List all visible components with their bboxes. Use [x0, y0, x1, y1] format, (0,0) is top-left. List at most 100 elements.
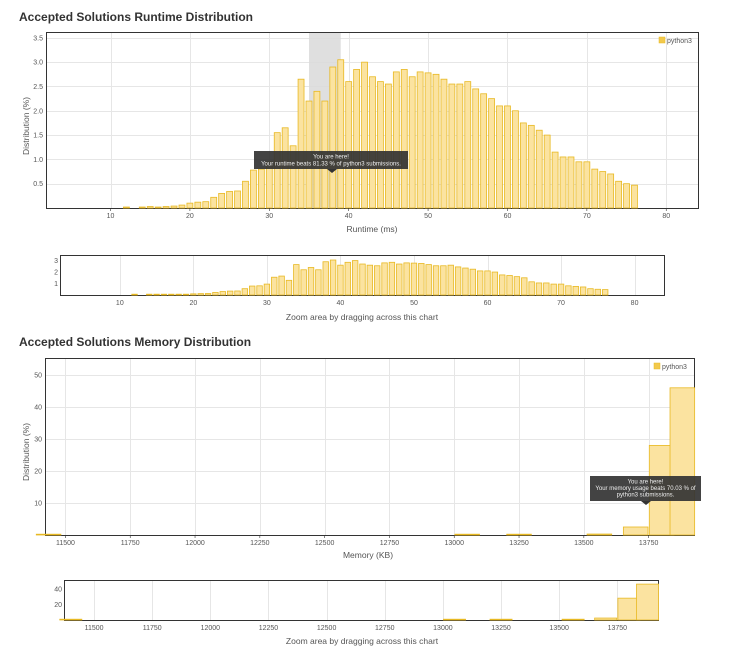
bar[interactable] — [432, 73, 440, 209]
bar[interactable] — [543, 282, 550, 296]
bar[interactable] — [297, 78, 305, 209]
bar[interactable] — [410, 262, 418, 296]
bar[interactable] — [146, 206, 154, 209]
bar[interactable] — [123, 206, 130, 209]
bar[interactable] — [35, 533, 62, 536]
bar[interactable] — [572, 285, 579, 296]
bar[interactable] — [219, 291, 226, 296]
bar[interactable] — [528, 281, 535, 296]
bar[interactable] — [234, 290, 241, 296]
bar[interactable] — [353, 69, 360, 209]
bar[interactable] — [535, 129, 543, 209]
bar[interactable] — [250, 169, 257, 209]
bar[interactable] — [615, 180, 622, 209]
bar[interactable] — [186, 202, 194, 209]
bar[interactable] — [385, 83, 392, 209]
bar[interactable] — [226, 191, 233, 209]
bar[interactable] — [594, 617, 618, 621]
bar[interactable] — [337, 59, 345, 209]
bar[interactable] — [499, 274, 506, 296]
bar[interactable] — [447, 264, 454, 296]
bar[interactable] — [256, 285, 263, 296]
bar[interactable] — [146, 293, 153, 296]
bar[interactable] — [400, 69, 408, 209]
bar[interactable] — [636, 583, 659, 621]
memory-navigator[interactable] — [64, 580, 659, 621]
bar[interactable] — [443, 618, 466, 621]
bar[interactable] — [440, 265, 447, 296]
bar[interactable] — [210, 196, 218, 209]
bar[interactable] — [504, 105, 511, 209]
bar[interactable] — [440, 78, 448, 209]
bar[interactable] — [249, 285, 256, 296]
bar[interactable] — [366, 264, 374, 296]
bar[interactable] — [488, 98, 495, 209]
bar[interactable] — [559, 156, 567, 209]
bar[interactable] — [194, 201, 202, 209]
bar[interactable] — [432, 265, 440, 296]
bar[interactable] — [285, 279, 293, 296]
bar[interactable] — [241, 288, 248, 296]
bar[interactable] — [162, 206, 170, 209]
bar[interactable] — [392, 71, 400, 209]
bar[interactable] — [448, 83, 456, 209]
bar[interactable] — [579, 286, 587, 296]
bar[interactable] — [377, 81, 384, 209]
bar[interactable] — [462, 267, 469, 296]
bar[interactable] — [567, 156, 575, 209]
bar[interactable] — [425, 264, 432, 296]
bar[interactable] — [359, 263, 366, 296]
bar[interactable] — [551, 151, 559, 209]
bar[interactable] — [273, 132, 281, 209]
bar[interactable] — [182, 293, 190, 296]
bar[interactable] — [154, 206, 162, 209]
bar[interactable] — [278, 275, 285, 296]
bar[interactable] — [550, 283, 557, 296]
bar[interactable] — [202, 201, 210, 209]
bar[interactable] — [472, 88, 480, 209]
bar[interactable] — [561, 618, 585, 621]
bar[interactable] — [289, 145, 297, 209]
bar[interactable] — [345, 81, 353, 209]
bar[interactable] — [583, 161, 591, 209]
bar[interactable] — [337, 264, 344, 296]
bar[interactable] — [242, 180, 249, 209]
bar[interactable] — [631, 184, 638, 209]
bar[interactable] — [212, 292, 219, 296]
bar[interactable] — [586, 533, 613, 536]
bar[interactable] — [138, 206, 146, 209]
bar[interactable] — [506, 533, 532, 536]
bar[interactable] — [153, 293, 160, 296]
bar[interactable] — [424, 72, 432, 209]
bar[interactable] — [587, 288, 594, 296]
bar[interactable] — [418, 263, 425, 296]
bar[interactable] — [512, 110, 519, 209]
bar[interactable] — [204, 293, 212, 296]
bar[interactable] — [329, 66, 337, 209]
bar[interactable] — [469, 268, 476, 296]
bar[interactable] — [369, 76, 376, 209]
memory-legend[interactable]: python3 — [653, 362, 687, 371]
bar[interactable] — [160, 293, 168, 296]
bar[interactable] — [408, 76, 416, 209]
bar[interactable] — [622, 526, 649, 536]
bar[interactable] — [293, 264, 300, 296]
bar[interactable] — [527, 124, 535, 209]
bar[interactable] — [456, 83, 464, 209]
bar[interactable] — [669, 387, 696, 536]
bar[interactable] — [226, 290, 234, 296]
bar[interactable] — [234, 190, 241, 209]
bar[interactable] — [168, 293, 175, 296]
runtime-legend[interactable]: python3 — [658, 36, 692, 45]
bar[interactable] — [381, 262, 388, 296]
bar[interactable] — [178, 204, 186, 209]
bar[interactable] — [351, 260, 359, 296]
bar[interactable] — [300, 269, 307, 296]
memory-plot-area[interactable] — [45, 358, 695, 536]
bar[interactable] — [388, 261, 396, 296]
bar[interactable] — [361, 61, 368, 209]
bar[interactable] — [496, 105, 503, 209]
bar[interactable] — [557, 283, 565, 296]
bar[interactable] — [263, 283, 271, 296]
bar[interactable] — [329, 259, 337, 296]
